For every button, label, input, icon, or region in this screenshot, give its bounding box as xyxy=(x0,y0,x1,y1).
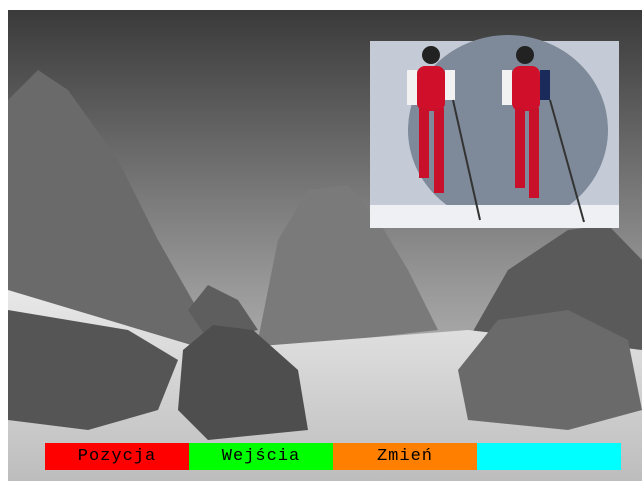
green-button[interactable]: Wejścia xyxy=(189,443,333,470)
pip-window xyxy=(370,35,619,228)
red-button[interactable]: Pozycja xyxy=(45,443,189,470)
orange-button[interactable]: Zmień xyxy=(333,443,477,470)
background-photo xyxy=(8,10,642,481)
cyan-button[interactable] xyxy=(477,443,621,470)
skier xyxy=(407,46,481,221)
button-bar: Pozycja Wejścia Zmień xyxy=(45,443,621,470)
skier xyxy=(502,46,585,223)
